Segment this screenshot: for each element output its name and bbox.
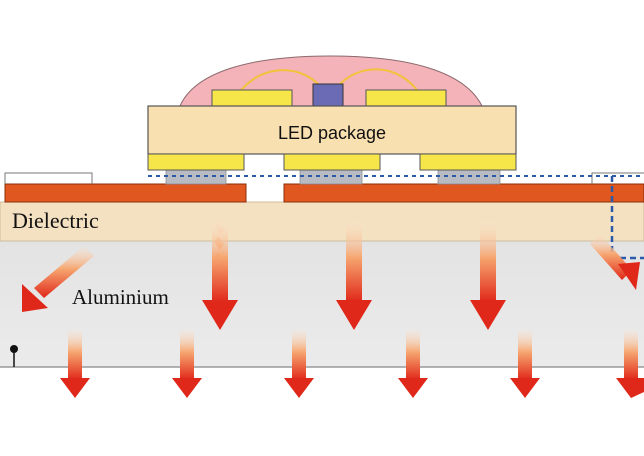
heat-flow-arrow-icon (22, 284, 48, 312)
heat-flow-arrow-icon (470, 300, 506, 330)
dielectric-layer (0, 201, 644, 242)
heat-flow-arrow-shaft (180, 330, 194, 380)
top-pad-left (211, 89, 293, 107)
heat-flow-arrow-icon (60, 378, 90, 398)
heat-flow-arrow-shaft (624, 330, 638, 380)
heat-flow-arrow-icon (284, 378, 314, 398)
heat-flow-arrow-shaft (406, 330, 420, 380)
heat-flow-arrow-diagonal-left (34, 246, 94, 298)
dielectric-label: Dielectric (12, 208, 99, 233)
heat-flow-arrow-shaft (480, 222, 496, 302)
top-pad-right (365, 89, 447, 107)
aluminium-layer (0, 240, 644, 367)
copper-trace-right (283, 183, 644, 203)
heat-flow-arrows (22, 220, 644, 398)
heat-flow-arrow-icon (172, 378, 202, 398)
heat-flow-arrow-shaft (68, 330, 82, 380)
bottom-pad-2 (283, 153, 381, 171)
heat-flow-arrow-icon (510, 378, 540, 398)
bottom-pad-3 (419, 153, 517, 171)
heat-flow-arrow-shaft (212, 222, 228, 302)
bottom-pad-1 (147, 153, 245, 171)
heat-flow-arrow-shaft (346, 222, 362, 302)
led-package-label: LED package (278, 123, 386, 143)
heat-flow-arrow-shaft (518, 330, 532, 380)
heat-flow-arrow-icon (616, 378, 644, 398)
led-package-body (147, 105, 517, 155)
aluminium-label: Aluminium (72, 285, 169, 309)
solder-mask-left (4, 172, 93, 184)
led-chip (312, 83, 344, 107)
bond-wire-right (339, 68, 421, 95)
heat-flow-arrow-shaft (292, 330, 306, 380)
edge-marker-dot (10, 345, 18, 353)
heat-flow-arrow-icon (398, 378, 428, 398)
copper-trace-left (4, 183, 247, 203)
heat-flow-arrow-icon (336, 300, 372, 330)
heat-flow-arrow-icon (618, 262, 640, 290)
bond-wire-left (237, 69, 319, 95)
heat-flow-arrow-icon (202, 300, 238, 330)
solder-mask-right (591, 172, 644, 184)
